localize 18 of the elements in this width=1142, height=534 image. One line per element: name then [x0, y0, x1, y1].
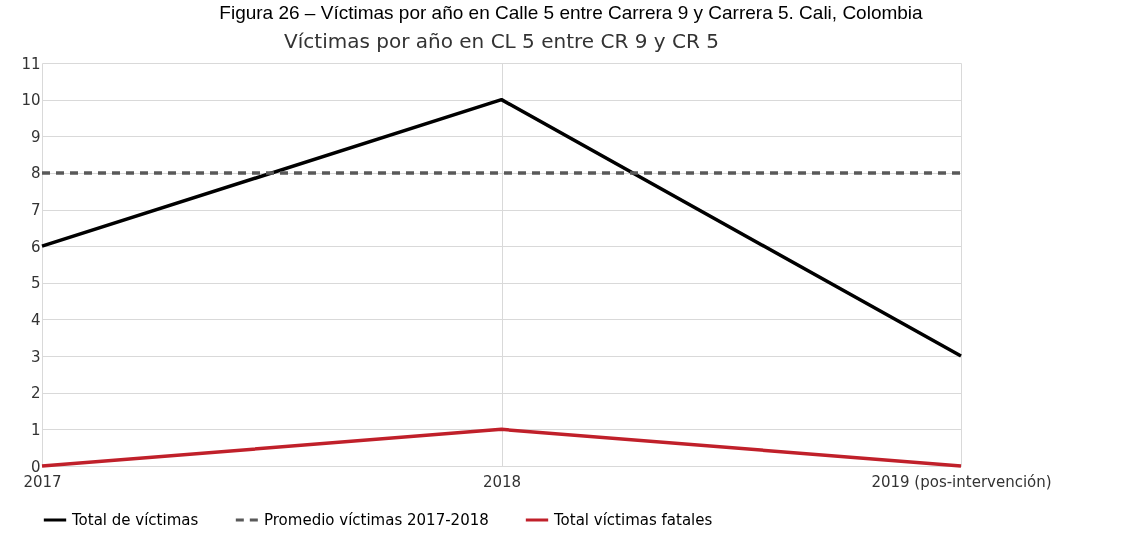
y-tick-label: 9	[30, 127, 41, 146]
x-tick-label: 2018	[482, 472, 522, 491]
y-tick-label: 10	[21, 91, 41, 110]
y-tick-label: 7	[30, 201, 41, 220]
legend-label: Total de víctimas	[71, 511, 199, 529]
y-tick-label: 11	[21, 54, 41, 73]
text: Figura 26 – Víctimas por año en Calle 5 entre Carrera 9 y Carrera 5. Cali, Colombia	[218, 1, 924, 25]
x-tick-label: 2019 (pos-intervención)	[871, 472, 1052, 491]
chart-title: Víctimas por año en CL 5 entre CR 9 y CR 5	[284, 29, 719, 53]
y-tick-label: 5	[30, 274, 41, 293]
y-tick-label: 1	[30, 420, 41, 439]
y-tick-label: 2	[30, 384, 41, 403]
y-tick-label: 4	[30, 310, 41, 329]
y-tick-label: 6	[30, 237, 41, 256]
legend-label: Promedio víctimas 2017-2018	[264, 511, 489, 529]
y-tick-label: 3	[30, 347, 41, 366]
y-tick-label: 8	[30, 164, 41, 183]
legend-label: Total víctimas fatales	[553, 511, 713, 529]
